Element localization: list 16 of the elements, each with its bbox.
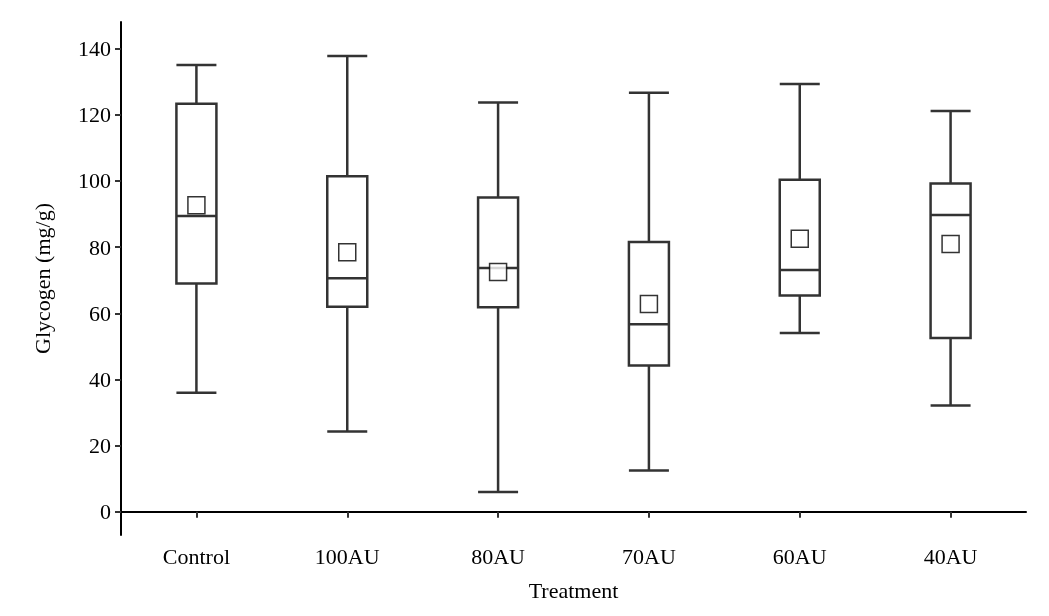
y-tick-label: 100 bbox=[78, 168, 111, 194]
x-tick-label: 80AU bbox=[471, 543, 526, 569]
x-axis-title: Treatment bbox=[528, 577, 619, 603]
y-tick-label: 120 bbox=[78, 102, 111, 128]
y-axis-title: Glycogen (mg/g) bbox=[29, 203, 55, 354]
y-tick-label: 140 bbox=[78, 35, 111, 61]
y-tick-label: 80 bbox=[89, 234, 111, 260]
x-tick-label: Control bbox=[162, 543, 231, 569]
x-tick-label: 40AU bbox=[923, 543, 978, 569]
y-tick-label: 60 bbox=[89, 300, 111, 326]
y-tick-label: 20 bbox=[89, 433, 111, 459]
y-tick-label: 0 bbox=[100, 499, 111, 525]
x-tick-label: 70AU bbox=[622, 543, 676, 569]
x-tick-label: 60AU bbox=[772, 543, 827, 569]
y-tick-label: 40 bbox=[89, 366, 111, 392]
x-tick-label: 100AU bbox=[314, 543, 380, 569]
